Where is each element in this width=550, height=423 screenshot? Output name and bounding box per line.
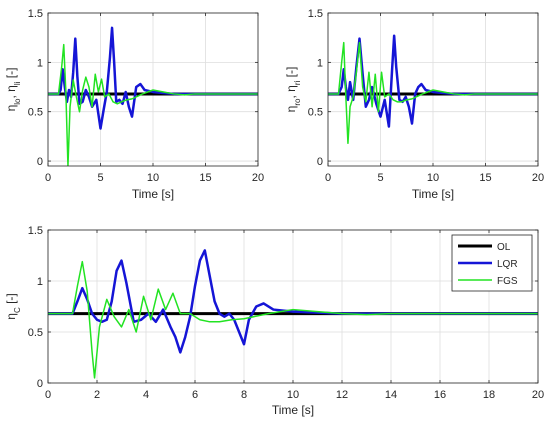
y-tick-label: 1.5 [28, 225, 43, 237]
y-tick-label: 1.5 [28, 8, 43, 20]
y-label-text: [-] [4, 293, 18, 307]
y-label-subscript: C [13, 307, 22, 313]
y-tick-label: 1 [317, 57, 323, 69]
series-line-fgs [48, 43, 258, 166]
x-tick-label: 5 [377, 172, 383, 184]
y-label-text: [-] [4, 68, 18, 82]
y-tick-label: 0 [37, 378, 43, 390]
x-tick-label: 2 [94, 389, 100, 401]
y-tick-label: 0.5 [308, 107, 323, 119]
x-tick-label: 6 [192, 389, 198, 401]
y-label-subscript: li [13, 81, 22, 85]
x-tick-label: 0 [325, 172, 331, 184]
series-line-lqr [48, 26, 258, 130]
y-tick-label: 1.5 [308, 8, 323, 20]
x-tick-label: 0 [45, 389, 51, 401]
series-line-fgs [48, 260, 538, 379]
y-tick-label: 0 [317, 156, 323, 168]
legend-label-fgs: FGS [497, 276, 518, 287]
y-label-text: , [4, 92, 18, 99]
x-tick-label: 5 [97, 172, 103, 184]
legend-label-lqr: LQR [497, 259, 518, 270]
y-label-text: η [4, 105, 18, 112]
x-tick-label: 0 [45, 172, 51, 184]
x-tick-label: 12 [336, 389, 348, 401]
x-axis-label: Time [s] [132, 187, 174, 201]
series-group [328, 34, 538, 145]
x-tick-label: 15 [199, 172, 211, 184]
series-line-lqr [48, 249, 538, 354]
x-tick-label: 10 [427, 172, 439, 184]
y-tick-label: 0 [37, 156, 43, 168]
y-tick-label: 1 [37, 276, 43, 288]
y-label-subscript: ri [293, 80, 302, 85]
y-axis-label: ηlo, ηli [-] [4, 68, 22, 112]
y-label-text: η [4, 313, 18, 320]
x-tick-label: 10 [147, 172, 159, 184]
legend: OL LQR FGS [451, 234, 533, 292]
x-tick-label: 20 [252, 172, 264, 184]
y-tick-label: 0.5 [28, 107, 43, 119]
y-label-subscript: ro [293, 98, 302, 106]
x-tick-label: 18 [483, 389, 495, 401]
x-tick-label: 20 [532, 389, 544, 401]
x-tick-label: 4 [143, 389, 149, 401]
series-line-fgs [328, 41, 538, 145]
x-axis-label: Time [s] [412, 187, 454, 201]
x-tick-label: 8 [241, 389, 247, 401]
x-tick-label: 16 [434, 389, 446, 401]
legend-label-ol: OL [497, 242, 511, 253]
series-group [48, 26, 258, 166]
chart-centre: 0 2 4 6 8 10 12 14 16 18 20 0 0.5 1 1.5 Time [s] ηC [-] O… [4, 225, 544, 417]
x-axis-label: Time [s] [272, 403, 314, 417]
y-label-text: η [4, 85, 18, 92]
y-label-text: [-] [284, 67, 298, 81]
x-tick-label: 10 [287, 389, 299, 401]
x-tick-label: 14 [385, 389, 397, 401]
series-line-lqr [328, 34, 538, 128]
y-label-text: η [284, 85, 298, 92]
y-tick-label: 0.5 [28, 327, 43, 339]
y-label-subscript: lo [13, 98, 22, 105]
y-label-text: , [284, 92, 298, 99]
x-tick-label: 20 [532, 172, 544, 184]
y-tick-label: 1 [37, 57, 43, 69]
x-tick-label: 15 [479, 172, 491, 184]
y-axis-label: ηro, ηri [-] [284, 67, 302, 113]
y-axis-label: ηC [-] [4, 293, 22, 319]
y-label-text: η [284, 106, 298, 113]
series-group [48, 249, 538, 379]
